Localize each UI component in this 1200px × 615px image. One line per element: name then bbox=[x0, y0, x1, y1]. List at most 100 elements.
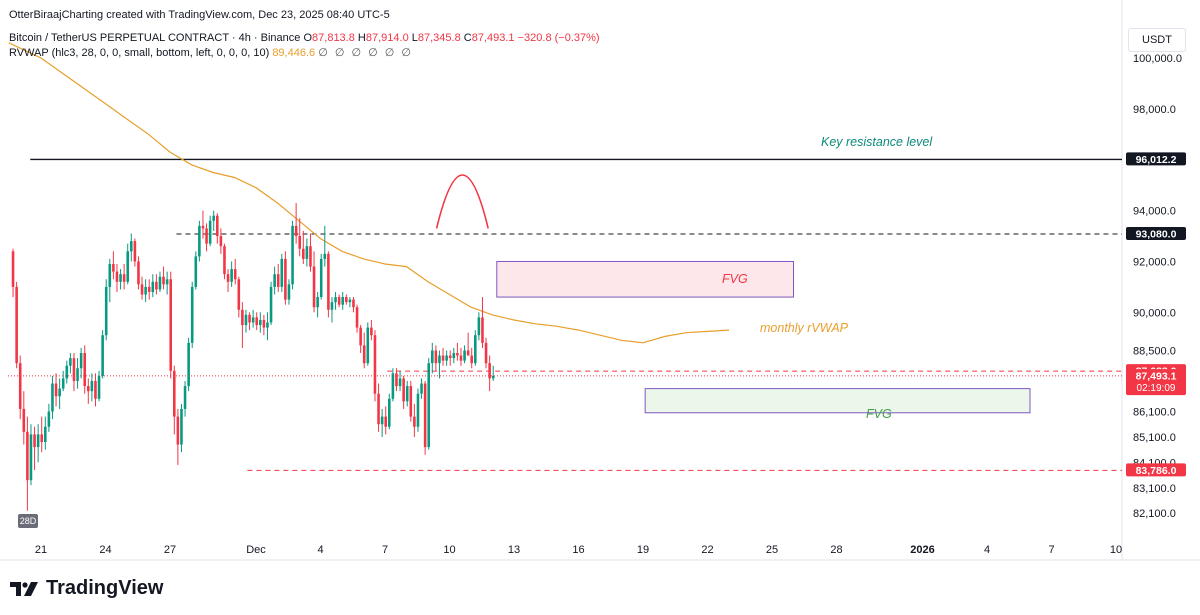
candle-body bbox=[391, 373, 395, 399]
candle-body bbox=[216, 215, 219, 237]
candle-body bbox=[463, 350, 466, 361]
candle-body bbox=[29, 434, 33, 481]
candle-body bbox=[208, 220, 212, 244]
rvwap-line[interactable] bbox=[8, 42, 730, 344]
candle-body bbox=[15, 286, 18, 364]
y-tick-label: 92,000.0 bbox=[1133, 256, 1176, 268]
candle-body bbox=[334, 297, 337, 303]
candle-body bbox=[287, 284, 291, 300]
fvg_lower-zone[interactable] bbox=[644, 388, 1031, 414]
open-value: 87,813.8 bbox=[312, 32, 355, 44]
candle-body bbox=[44, 426, 47, 443]
candle-body bbox=[423, 383, 427, 448]
candle-body bbox=[402, 378, 405, 402]
x-tick-label: 2026 bbox=[910, 544, 934, 556]
indicator-value: 89,446.6 bbox=[272, 47, 316, 59]
candle-body bbox=[90, 380, 94, 392]
low-value: 87,345.8 bbox=[417, 32, 461, 44]
tradingview-logo[interactable]: TradingView bbox=[10, 577, 163, 600]
indicator-title[interactable]: RVWAP (hlc3, 28, 0, 0, small, bottom, le… bbox=[9, 47, 270, 59]
candle-body bbox=[345, 297, 348, 303]
candle-body bbox=[416, 393, 420, 427]
candle-body bbox=[108, 264, 112, 287]
candle-body bbox=[18, 363, 22, 409]
candle-body bbox=[241, 309, 244, 326]
candle-body bbox=[169, 279, 173, 371]
candle-body bbox=[373, 335, 377, 394]
candle-body bbox=[395, 373, 398, 387]
candle-body bbox=[420, 383, 423, 394]
candle-body bbox=[427, 363, 431, 448]
candle-body bbox=[58, 388, 61, 397]
candle-body bbox=[87, 386, 90, 392]
candle-body bbox=[380, 416, 384, 425]
price-tag bbox=[1126, 227, 1186, 240]
candle-body bbox=[255, 317, 259, 326]
candle-body bbox=[47, 411, 51, 427]
x-tick-label: 10 bbox=[443, 544, 455, 556]
symbol-ohlc-line: Bitcoin / TetherUS PERPETUAL CONTRACT · … bbox=[9, 31, 600, 45]
candle-body bbox=[140, 284, 144, 295]
candle-body bbox=[97, 375, 101, 399]
candle-body bbox=[104, 286, 108, 336]
currency-selector[interactable]: USDT bbox=[1128, 28, 1186, 52]
candle-body bbox=[187, 342, 190, 387]
countdown-label: 02:19:09 bbox=[1137, 383, 1176, 394]
candle-body bbox=[194, 256, 198, 287]
candle-body bbox=[251, 317, 255, 323]
candle-body bbox=[61, 378, 65, 389]
candle-body bbox=[319, 258, 323, 298]
candle-body bbox=[377, 393, 380, 425]
candle-body bbox=[294, 225, 298, 237]
candle-body bbox=[201, 225, 205, 229]
fvg_upper-zone[interactable] bbox=[496, 260, 794, 298]
open-label: O bbox=[303, 32, 313, 44]
x-tick-label: 27 bbox=[164, 544, 176, 556]
candle-body bbox=[155, 281, 158, 290]
y-tick-label: 88,500.0 bbox=[1133, 345, 1176, 357]
symbol-title[interactable]: Bitcoin / TetherUS PERPETUAL CONTRACT · … bbox=[9, 32, 301, 44]
candle-body bbox=[291, 225, 294, 285]
candle-body bbox=[266, 322, 269, 328]
x-tick-label: 28 bbox=[830, 544, 842, 556]
candle-body bbox=[137, 261, 140, 285]
candle-body bbox=[474, 335, 477, 364]
candle-body bbox=[223, 246, 226, 275]
candle-body bbox=[244, 314, 248, 326]
candle-body bbox=[83, 353, 87, 387]
candle-body bbox=[22, 408, 26, 432]
candle-body bbox=[398, 378, 402, 387]
candle-body bbox=[237, 279, 241, 310]
price-tag bbox=[1126, 369, 1186, 396]
candle-body bbox=[438, 355, 441, 364]
x-tick-label: 24 bbox=[99, 544, 111, 556]
indicator-extra-values: ∅ ∅ ∅ ∅ ∅ ∅ bbox=[318, 47, 413, 59]
price-tag-label: 93,080.0 bbox=[1136, 229, 1177, 241]
close-value: 87,493.1 bbox=[471, 32, 515, 44]
candle-body bbox=[431, 350, 434, 364]
candle-body bbox=[198, 225, 201, 257]
candle-body bbox=[352, 299, 355, 308]
candle-body bbox=[259, 319, 262, 326]
candle-body bbox=[76, 368, 79, 381]
candle-body bbox=[284, 258, 287, 300]
candle-body bbox=[26, 431, 29, 481]
candle-body bbox=[119, 274, 122, 282]
candle-body bbox=[176, 416, 180, 445]
candle-body bbox=[448, 355, 452, 359]
fvg-upper-label: FVG bbox=[722, 272, 748, 286]
candle-body bbox=[466, 350, 470, 356]
candle-body bbox=[115, 271, 119, 282]
candle-body bbox=[409, 386, 413, 417]
candle-body bbox=[162, 276, 165, 285]
timeframe-badge[interactable]: 28D bbox=[18, 514, 38, 528]
candle-body bbox=[359, 327, 362, 346]
candle-body bbox=[69, 358, 72, 366]
candle-body bbox=[491, 375, 495, 379]
candle-body bbox=[305, 246, 309, 259]
tradingview-logo-text: TradingView bbox=[46, 577, 164, 599]
double-top-arc[interactable] bbox=[435, 174, 489, 229]
candle-body bbox=[11, 251, 15, 287]
candle-body bbox=[362, 345, 366, 364]
